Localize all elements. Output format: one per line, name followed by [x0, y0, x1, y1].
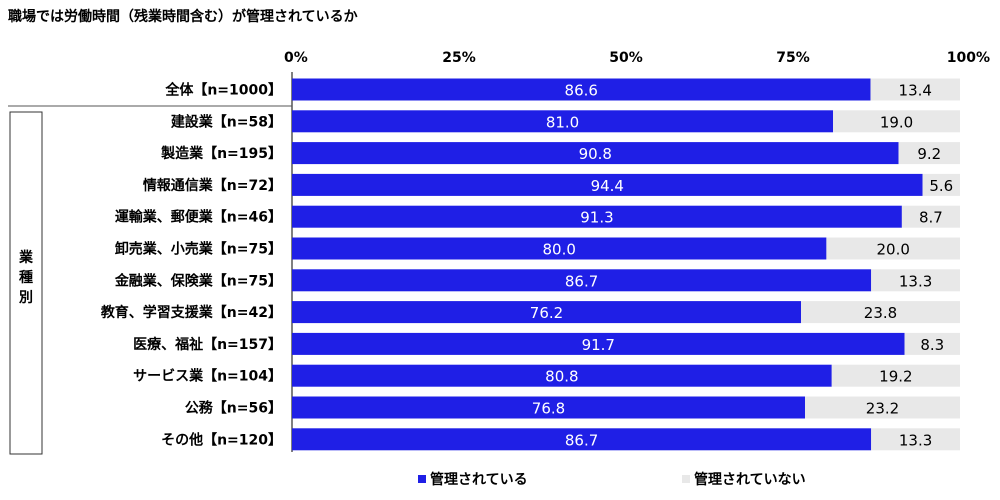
- bar-segment: [826, 237, 960, 260]
- data-label: 13.4: [899, 82, 932, 100]
- data-label: 20.0: [876, 241, 909, 259]
- bar-segment: [870, 78, 960, 101]
- data-label: 86.7: [565, 431, 598, 449]
- x-tick-label: 100%: [947, 50, 990, 66]
- bar-segment: [292, 78, 871, 101]
- category-label: 運輸業、郵便業【n=46】: [115, 209, 282, 226]
- x-tick-label: 75%: [776, 50, 810, 66]
- data-label: 23.2: [866, 400, 899, 418]
- bar-segment: [292, 396, 806, 419]
- data-label: 90.8: [579, 145, 612, 163]
- bar-segment: [292, 110, 834, 133]
- category-label: 情報通信業【n=72】: [143, 177, 282, 194]
- bar-segment: [292, 142, 899, 165]
- category-label: 建設業【n=58】: [171, 113, 282, 130]
- legend-label: 管理されている: [430, 471, 528, 488]
- data-label: 8.3: [920, 336, 944, 354]
- x-tick-label: 25%: [442, 50, 476, 66]
- bar-segment: [292, 269, 872, 292]
- chart-title: 職場では労働時間（残業時間含む）が管理されているか: [8, 9, 358, 25]
- x-tick-label: 50%: [609, 50, 643, 66]
- group-label-char: 別: [18, 290, 33, 306]
- data-label: 76.8: [532, 400, 565, 418]
- legend-swatch: [682, 475, 690, 483]
- category-label: 卸売業、小売業【n=75】: [115, 241, 282, 258]
- data-label: 94.4: [591, 177, 624, 195]
- bar-segment: [805, 396, 960, 419]
- group-label-char: 種: [19, 269, 33, 286]
- legend-label: 管理されていない: [694, 471, 806, 488]
- data-label: 76.2: [530, 304, 563, 322]
- x-tick-label: 0%: [284, 50, 308, 66]
- data-label: 80.8: [545, 368, 578, 386]
- data-label: 5.6: [929, 177, 953, 195]
- bar-segment: [292, 428, 872, 451]
- bar-segment: [922, 173, 960, 196]
- category-label: 金融業、保険業【n=75】: [114, 272, 282, 289]
- data-label: 91.3: [580, 209, 613, 227]
- bar-segment: [292, 364, 832, 387]
- bar-segment: [801, 301, 960, 324]
- bar-segment: [292, 332, 905, 355]
- data-label: 19.2: [879, 368, 912, 386]
- group-bracket: [9, 111, 43, 455]
- data-label: 9.2: [917, 145, 941, 163]
- data-label: 86.7: [565, 272, 598, 290]
- bar-segment: [292, 173, 923, 196]
- bar-segment: [292, 301, 802, 324]
- data-label: 80.0: [542, 241, 575, 259]
- category-label: サービス業【n=104】: [133, 368, 282, 385]
- data-label: 19.0: [880, 113, 913, 131]
- bar-segment: [898, 142, 960, 165]
- data-label: 13.3: [899, 272, 932, 290]
- bar-segment: [292, 205, 902, 228]
- data-label: 91.7: [582, 336, 615, 354]
- data-label: 8.7: [919, 209, 943, 227]
- bar-segment: [871, 269, 960, 292]
- bar-segment: [871, 428, 960, 451]
- group-label-char: 業: [18, 249, 34, 266]
- category-label: 公務【n=56】: [185, 400, 282, 417]
- data-label: 86.6: [565, 82, 598, 100]
- data-label: 23.8: [864, 304, 897, 322]
- legend-swatch: [418, 475, 426, 483]
- bar-segment: [292, 237, 827, 260]
- bar-segment: [833, 110, 960, 133]
- data-label: 81.0: [546, 113, 579, 131]
- bar-segment: [901, 205, 960, 228]
- category-label: 全体【n=1000】: [164, 82, 282, 99]
- data-label: 13.3: [899, 431, 932, 449]
- bar-segment: [831, 364, 960, 387]
- category-label: 教育、学習支援業【n=42】: [101, 304, 282, 321]
- category-label: 医療、福祉【n=157】: [133, 336, 282, 353]
- category-label: その他【n=120】: [161, 431, 282, 448]
- category-label: 製造業【n=195】: [160, 145, 282, 162]
- bar-segment: [904, 332, 960, 355]
